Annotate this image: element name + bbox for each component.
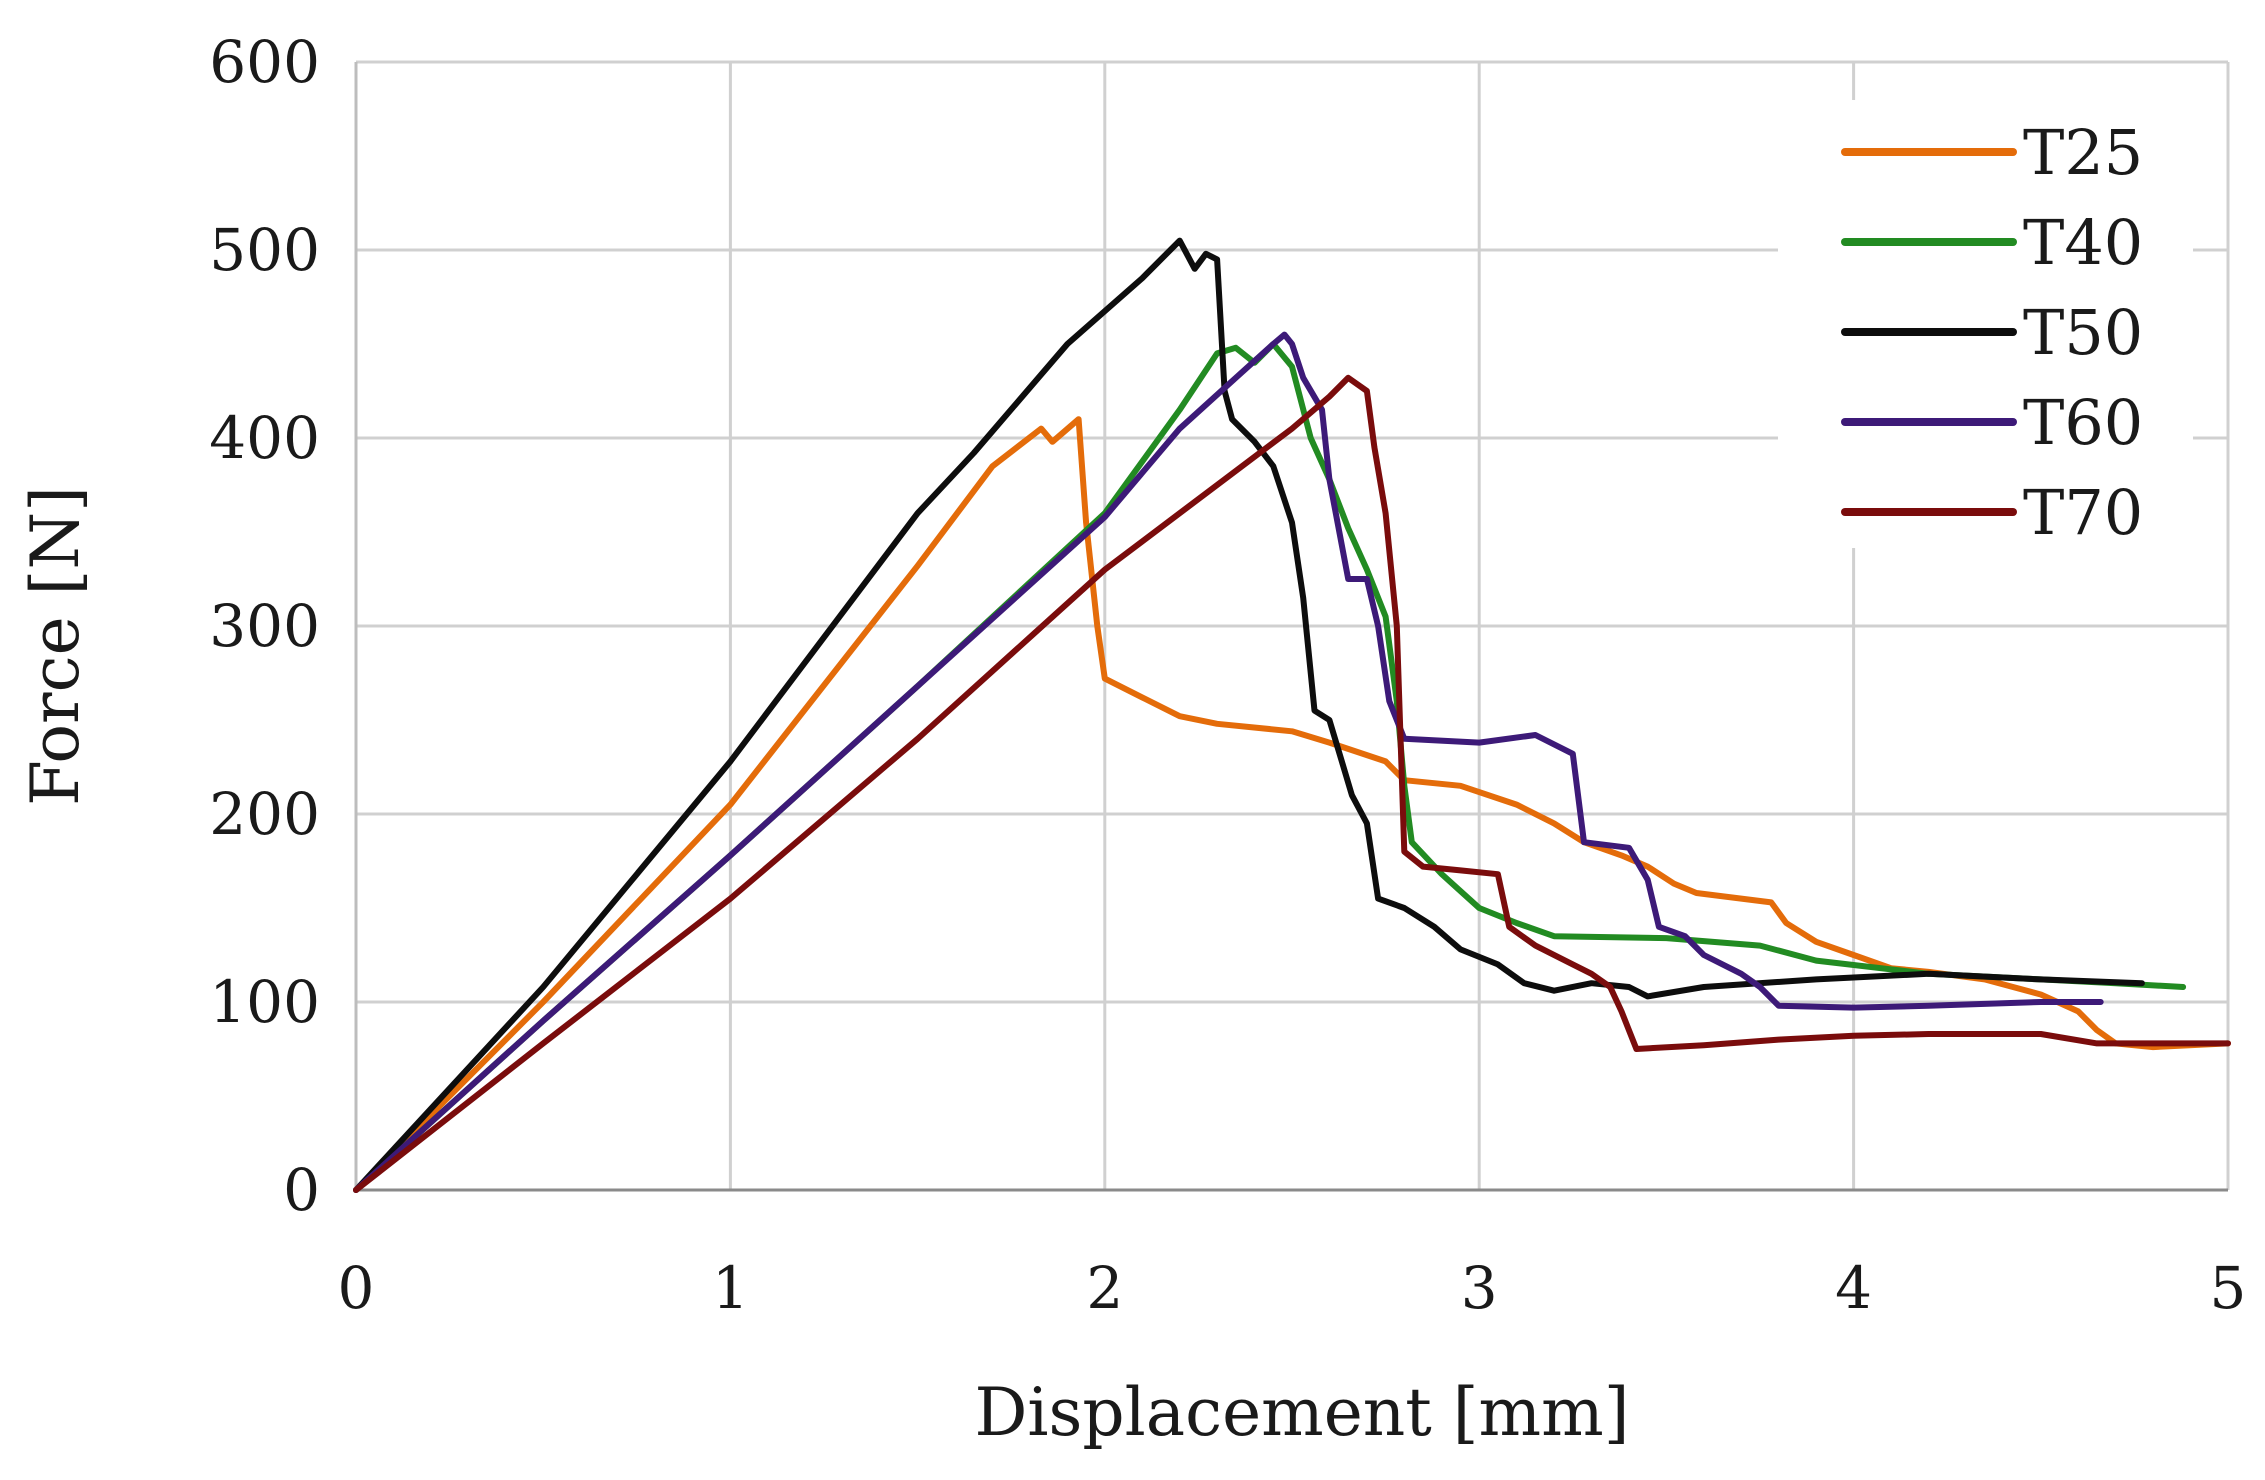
legend-background — [1778, 100, 2193, 548]
x-tick-label: 4 — [1835, 1254, 1872, 1322]
y-tick-label: 300 — [209, 592, 320, 660]
y-tick-label: 600 — [209, 28, 320, 96]
y-tick-label: 200 — [209, 780, 320, 848]
legend-label-t40: T40 — [2023, 206, 2143, 279]
y-tick-label: 500 — [209, 216, 320, 284]
x-tick-label: 0 — [338, 1254, 375, 1322]
y-tick-label: 400 — [209, 404, 320, 472]
axes — [354, 62, 2228, 1192]
legend-label-t25: T25 — [2023, 116, 2143, 189]
x-tick-label: 1 — [712, 1254, 749, 1322]
legend-label-t70: T70 — [2023, 476, 2143, 549]
legend: T25 T40 T50 T60 T70 — [1778, 100, 2193, 549]
y-axis-title: Force [N] — [17, 486, 94, 806]
tick-labels: 0 100 200 300 400 500 600 0 1 2 3 4 5 — [209, 28, 2246, 1322]
x-tick-label: 3 — [1461, 1254, 1498, 1322]
series-line-t50 — [353, 237, 2145, 1193]
series-lines — [353, 237, 2231, 1193]
legend-label-t60: T60 — [2023, 386, 2143, 459]
y-tick-label: 100 — [209, 968, 320, 1036]
series-line-t70 — [353, 374, 2231, 1193]
series-line-t60 — [353, 331, 2104, 1193]
grid — [356, 60, 2230, 1190]
x-tick-label: 2 — [1086, 1254, 1123, 1322]
x-axis-title: Displacement [mm] — [975, 1374, 1630, 1451]
legend-label-t50: T50 — [2023, 296, 2143, 369]
series-line-t40 — [353, 341, 2187, 1193]
y-tick-label: 0 — [283, 1156, 320, 1224]
x-tick-label: 5 — [2210, 1254, 2247, 1322]
